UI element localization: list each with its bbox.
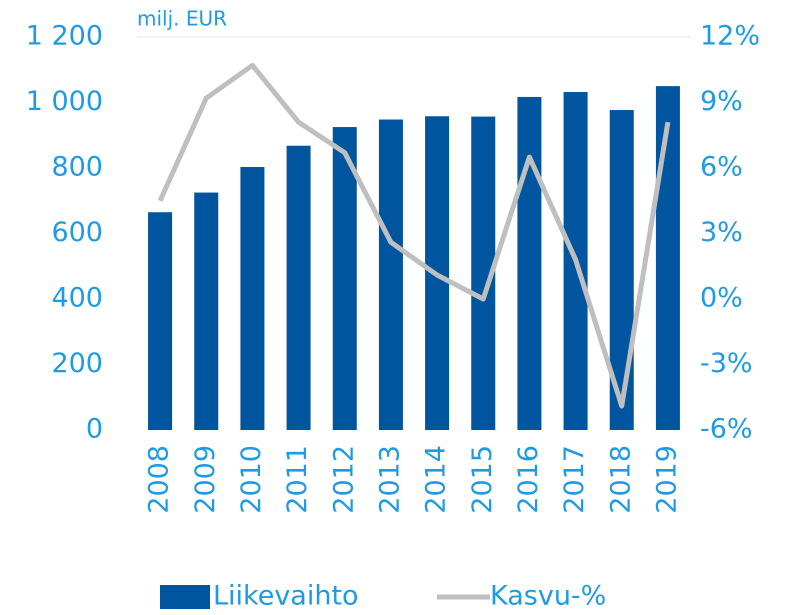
y-tick-label: 600 <box>51 217 103 248</box>
legend-label: Liikevaihto <box>213 581 359 612</box>
y2-tick-label: 12% <box>700 21 760 52</box>
x-tick-label: 2008 <box>144 445 175 514</box>
y-tick-label: 0 <box>86 414 103 445</box>
bar <box>194 192 219 430</box>
x-tick-label: 2011 <box>282 445 313 514</box>
bar <box>517 96 542 431</box>
y2-tick-label: -3% <box>700 348 753 379</box>
legend-label: Kasvu-% <box>490 581 606 612</box>
y2-tick-label: -6% <box>700 414 753 445</box>
bar <box>378 119 403 430</box>
bar <box>332 127 357 430</box>
y-tick-label: 1 000 <box>26 86 103 117</box>
x-tick-label: 2013 <box>374 445 405 514</box>
x-tick-label: 2014 <box>421 445 452 514</box>
line <box>157 62 671 409</box>
y2-tick-label: 6% <box>700 152 743 183</box>
x-tick-label: 2009 <box>190 445 221 514</box>
bar <box>655 86 680 430</box>
x-tick-label: 2019 <box>651 445 682 514</box>
x-tick-label: 2010 <box>236 445 267 514</box>
y-tick-label: 200 <box>51 348 103 379</box>
x-tick-label: 2015 <box>467 445 498 514</box>
y-tick-label: 1 200 <box>26 21 103 52</box>
bar <box>286 145 311 431</box>
bar <box>240 167 265 430</box>
y-axis-unit: milj. EUR <box>137 7 227 31</box>
x-tick-label: 2012 <box>328 445 359 514</box>
y2-tick-label: 3% <box>700 217 743 248</box>
bar <box>148 212 173 430</box>
y2-tick-label: 0% <box>700 283 743 314</box>
legend-swatch <box>160 585 210 609</box>
x-tick-label: 2016 <box>513 445 544 514</box>
x-tick-label: 2017 <box>559 445 590 514</box>
x-tick-label: 2018 <box>605 445 636 514</box>
y-tick-label: 800 <box>51 152 103 183</box>
y2-tick-label: 9% <box>700 86 743 117</box>
y-tick-label: 400 <box>51 283 103 314</box>
